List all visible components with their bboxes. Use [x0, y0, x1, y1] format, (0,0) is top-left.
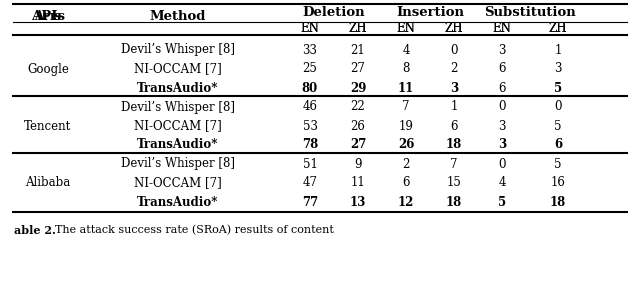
Text: 25: 25: [303, 63, 317, 75]
Text: 53: 53: [303, 119, 317, 133]
Text: 27: 27: [350, 139, 366, 152]
Text: 5: 5: [498, 195, 506, 208]
Text: 6: 6: [403, 177, 410, 189]
Text: 27: 27: [351, 63, 365, 75]
Text: EN: EN: [493, 22, 511, 34]
Text: Tencent: Tencent: [24, 119, 72, 133]
Text: 47: 47: [303, 177, 317, 189]
Text: EN: EN: [397, 22, 415, 34]
Text: ZH: ZH: [349, 22, 367, 34]
Text: 80: 80: [302, 82, 318, 94]
Text: 18: 18: [446, 195, 462, 208]
Text: EN: EN: [493, 22, 511, 34]
Text: 78: 78: [302, 139, 318, 152]
Text: ZH: ZH: [548, 22, 567, 34]
Text: 11: 11: [398, 82, 414, 94]
Text: 6: 6: [499, 82, 506, 94]
Text: 2: 2: [403, 158, 410, 170]
Text: 0: 0: [554, 100, 562, 113]
Text: EN: EN: [301, 22, 319, 34]
Text: 7: 7: [403, 100, 410, 113]
Text: 18: 18: [550, 195, 566, 208]
Text: EN: EN: [301, 22, 319, 34]
Text: 13: 13: [350, 195, 366, 208]
Text: 26: 26: [398, 139, 414, 152]
Text: ZH: ZH: [548, 22, 567, 34]
Text: 6: 6: [554, 139, 562, 152]
Text: The attack success rate (SRoA) results of content: The attack success rate (SRoA) results o…: [55, 225, 334, 235]
Text: able 2.: able 2.: [14, 224, 56, 236]
Text: APIs: APIs: [31, 9, 65, 22]
Text: 2: 2: [451, 63, 458, 75]
Text: 1: 1: [554, 44, 562, 57]
Text: NI-OCCAM [7]: NI-OCCAM [7]: [134, 177, 222, 189]
Text: 4: 4: [403, 44, 410, 57]
Text: Devil’s Whisper [8]: Devil’s Whisper [8]: [121, 158, 235, 170]
Text: Devil’s Whisper [8]: Devil’s Whisper [8]: [121, 100, 235, 113]
Text: Alibaba: Alibaba: [26, 177, 70, 189]
Text: 11: 11: [351, 177, 365, 189]
Text: 21: 21: [351, 44, 365, 57]
Text: 0: 0: [451, 44, 458, 57]
Text: Insertion: Insertion: [396, 7, 464, 20]
Text: 0: 0: [499, 100, 506, 113]
Text: 29: 29: [350, 82, 366, 94]
Text: NI-OCCAM [7]: NI-OCCAM [7]: [134, 63, 222, 75]
Text: 5: 5: [554, 158, 562, 170]
Text: 7: 7: [451, 158, 458, 170]
Text: 6: 6: [499, 63, 506, 75]
Text: 15: 15: [447, 177, 461, 189]
Text: Devil’s Whisper [8]: Devil’s Whisper [8]: [121, 44, 235, 57]
Text: TransAudio*: TransAudio*: [138, 139, 219, 152]
Text: 5: 5: [554, 119, 562, 133]
Text: 19: 19: [399, 119, 413, 133]
Text: 9: 9: [355, 158, 362, 170]
Text: 12: 12: [398, 195, 414, 208]
Text: 46: 46: [303, 100, 317, 113]
Text: ZH: ZH: [445, 22, 463, 34]
Text: 16: 16: [550, 177, 565, 189]
Text: Google: Google: [27, 63, 69, 75]
Text: 77: 77: [302, 195, 318, 208]
Text: EN: EN: [397, 22, 415, 34]
Text: 6: 6: [451, 119, 458, 133]
Text: ZH: ZH: [349, 22, 367, 34]
Text: 26: 26: [351, 119, 365, 133]
Text: TransAudio*: TransAudio*: [138, 82, 219, 94]
Text: Method: Method: [150, 9, 206, 22]
Text: 1: 1: [451, 100, 458, 113]
Text: 3: 3: [554, 63, 562, 75]
Text: Substitution: Substitution: [484, 7, 576, 20]
Text: Deletion: Deletion: [303, 7, 365, 20]
Text: 51: 51: [303, 158, 317, 170]
Text: 33: 33: [303, 44, 317, 57]
Text: 4: 4: [499, 177, 506, 189]
Text: NI-OCCAM [7]: NI-OCCAM [7]: [134, 119, 222, 133]
Text: 3: 3: [450, 82, 458, 94]
Text: 22: 22: [351, 100, 365, 113]
Text: Aᴘɪs: Aᴘɪs: [35, 9, 61, 22]
Text: 8: 8: [403, 63, 410, 75]
Text: 3: 3: [498, 139, 506, 152]
Text: ZH: ZH: [445, 22, 463, 34]
Text: 0: 0: [499, 158, 506, 170]
Text: 3: 3: [499, 44, 506, 57]
Text: 18: 18: [446, 139, 462, 152]
Text: 3: 3: [499, 119, 506, 133]
Text: 5: 5: [554, 82, 562, 94]
Text: TransAudio*: TransAudio*: [138, 195, 219, 208]
